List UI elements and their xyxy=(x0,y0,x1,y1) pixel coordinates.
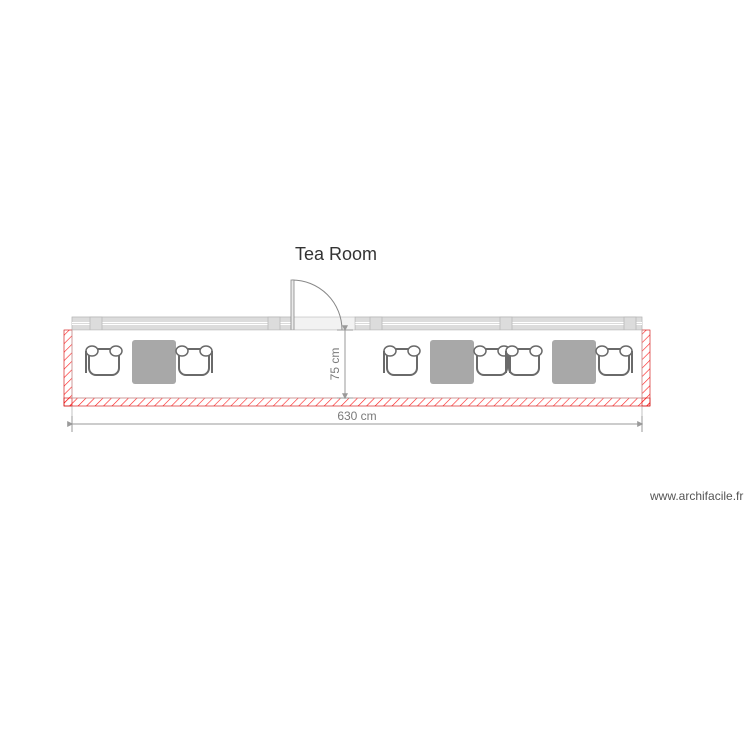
table xyxy=(552,340,596,384)
upper-wall xyxy=(72,280,642,330)
dimension-width-label: 630 cm xyxy=(337,409,376,423)
floorplan-canvas: Tea Room 630 cm 75 cm www.archifacile.fr xyxy=(0,0,750,750)
dimension-height-label: 75 cm xyxy=(328,348,342,381)
table xyxy=(132,340,176,384)
table xyxy=(430,340,474,384)
dimension-width: 630 cm xyxy=(72,406,642,432)
room-title: Tea Room xyxy=(295,244,377,264)
watermark-text: www.archifacile.fr xyxy=(649,489,743,503)
